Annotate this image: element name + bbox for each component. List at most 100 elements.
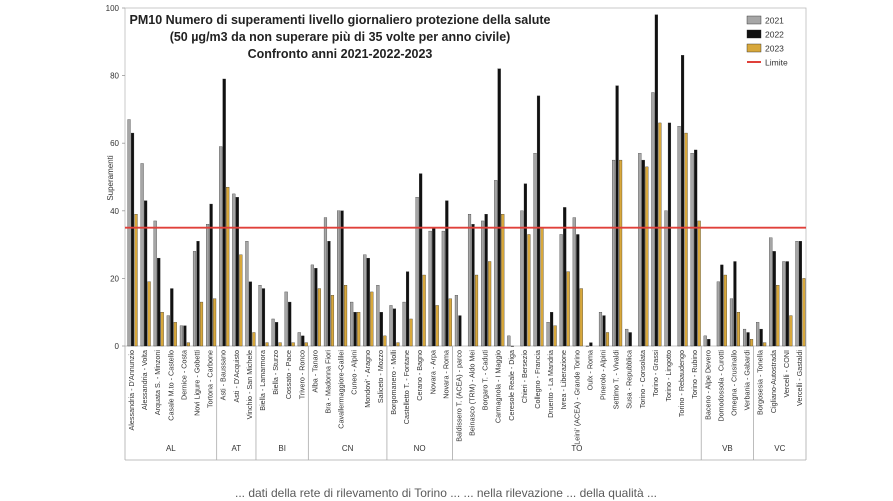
bar-2021	[520, 210, 524, 347]
bar-2021	[690, 153, 694, 347]
bar-2023	[344, 285, 348, 347]
bar-2021	[310, 264, 314, 347]
bar-2021	[729, 298, 734, 347]
bar-2022	[261, 288, 266, 347]
bar-2022	[144, 200, 148, 347]
legend-swatch-2022	[746, 29, 762, 39]
bar-2023	[501, 214, 505, 347]
bar-2021	[389, 305, 393, 347]
bar-2022	[681, 55, 685, 347]
bar-2023	[134, 214, 138, 347]
category-label: Leini' (ACEA) - Grande Torino	[572, 350, 581, 445]
bar-2022	[536, 95, 541, 347]
bar-2021	[782, 261, 786, 347]
bar-2021	[769, 237, 773, 347]
group-label: AT	[231, 444, 241, 453]
bar-2022	[628, 332, 632, 347]
category-label: Novara - Roma	[441, 350, 450, 399]
category-label: Torino - Rubino	[690, 350, 699, 399]
bar-2022	[694, 149, 698, 347]
category-label: Settimo T. - Vivaldi	[612, 350, 621, 410]
bar-2023	[422, 274, 426, 347]
bar-2022	[419, 173, 423, 347]
bar-2022	[275, 322, 279, 347]
bar-2022	[615, 85, 619, 347]
bar-2022	[130, 132, 135, 347]
bar-2021	[559, 234, 563, 347]
category-label: Cavallermaggiore-Galilei	[337, 350, 346, 429]
category-label: Biella - Lamarmora	[258, 350, 267, 411]
bar-2023	[435, 305, 439, 347]
bar-2022	[301, 335, 305, 347]
category-label: Vercelli - Gastaldi	[795, 350, 804, 406]
bar-2023	[488, 261, 492, 347]
bar-2023	[265, 342, 269, 347]
category-label: Borgosesia - Tonella	[756, 350, 765, 415]
bar-2022	[353, 312, 357, 347]
bar-2023	[199, 301, 204, 347]
bar-2021	[481, 220, 485, 347]
bar-2022	[432, 227, 436, 347]
bar-2021	[428, 230, 432, 347]
category-label: Novi Ligure - Gobetti	[193, 350, 202, 416]
bar-2023	[789, 315, 793, 347]
bar-2021	[166, 315, 170, 347]
bar-2021	[219, 146, 223, 347]
bar-2023	[540, 227, 544, 347]
bar-2023	[291, 342, 295, 347]
bar-2022	[235, 197, 239, 347]
bar-2022	[392, 308, 397, 347]
category-label: Druento - La Mandria	[546, 350, 555, 418]
bar-2023	[658, 122, 662, 347]
bar-2022	[288, 301, 292, 347]
bar-2023	[213, 298, 217, 347]
y-tick-label: 40	[110, 207, 119, 216]
category-label: Vercelli - CONI	[782, 350, 791, 398]
bar-2022	[759, 328, 763, 347]
category-label: Trivero - Ronco	[297, 350, 306, 399]
bar-2021	[756, 322, 760, 347]
category-label: Torino - Rebaudengo	[677, 350, 686, 417]
bar-2023	[173, 322, 177, 347]
bar-2021	[716, 281, 720, 347]
bar-2021	[140, 163, 144, 347]
category-label: Asti - D'Acquisto	[232, 350, 241, 403]
bar-2022	[707, 339, 711, 347]
bar-2021	[192, 251, 197, 347]
bar-2023	[448, 298, 452, 347]
bar-2021	[297, 332, 301, 347]
category-label: Asti - Baussano	[219, 350, 228, 400]
category-label: Bra - Madonna Fiori	[323, 350, 332, 414]
y-tick-label: 80	[110, 72, 119, 81]
category-label: Chieri - Bersezio	[520, 350, 529, 403]
bar-2022	[550, 312, 554, 347]
category-label: Verbania - Gabardi	[743, 350, 752, 411]
bar-2023	[278, 342, 282, 347]
category-label: Oulx - Roma	[585, 350, 594, 390]
bar-2023	[226, 186, 230, 347]
bar-2021	[179, 325, 183, 347]
y-tick-label: 60	[110, 139, 119, 148]
bar-2021	[127, 119, 131, 347]
category-label: Novara - Arpa	[428, 350, 437, 394]
bar-2022	[484, 214, 488, 347]
bar-2022	[445, 200, 449, 347]
bar-2021	[467, 214, 472, 347]
bar-2022	[458, 315, 462, 347]
y-tick-label: 100	[106, 4, 120, 13]
bar-2022	[327, 241, 331, 347]
bar-2022	[523, 183, 527, 347]
bar-2023	[357, 312, 361, 347]
category-label: Alessandria - D'Annunzio	[127, 350, 136, 430]
bar-2023	[239, 254, 243, 347]
bar-2021	[585, 345, 589, 347]
bar-2021	[598, 312, 603, 347]
category-label: Cossato - Pace	[284, 350, 293, 399]
bar-2021	[664, 210, 668, 347]
category-label: Omegna - Crusinallo	[729, 350, 738, 416]
category-label: Domodossola - Curotti	[716, 350, 725, 422]
group-label: VC	[774, 444, 785, 453]
category-label: Casale M.to - Castello	[166, 350, 175, 421]
legend-swatch-2023	[746, 43, 762, 53]
